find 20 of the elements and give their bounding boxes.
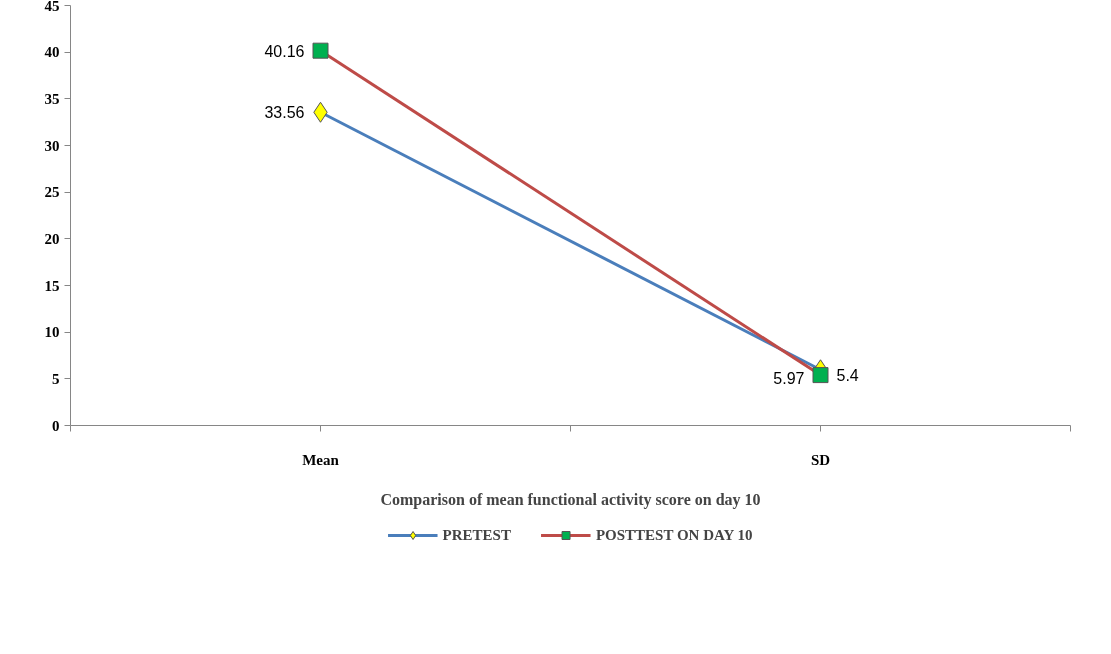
y-tick-label: 10 bbox=[44, 324, 60, 341]
y-tick-label: 5 bbox=[52, 370, 60, 387]
data-label: 5.4 bbox=[836, 367, 859, 385]
x-tick-label: Mean bbox=[302, 451, 340, 468]
data-label: 5.97 bbox=[773, 369, 805, 387]
x-tick-label: SD bbox=[810, 451, 831, 468]
y-tick-label: 20 bbox=[44, 230, 60, 247]
data-label: 40.16 bbox=[264, 42, 305, 60]
legend-label: PRETEST bbox=[442, 526, 511, 544]
x-axis-title: Comparison of mean functional activity score on day 10 bbox=[380, 490, 761, 509]
y-tick-label: 45 bbox=[44, 0, 60, 14]
point bbox=[312, 42, 329, 59]
y-tick-label: 0 bbox=[52, 417, 60, 434]
y-tick-label: 15 bbox=[44, 277, 60, 294]
y-tick-label: 40 bbox=[44, 44, 60, 61]
y-tick-label: 35 bbox=[44, 90, 60, 107]
y-tick-label: 25 bbox=[44, 184, 60, 201]
legend-label: POSTTEST ON DAY 10 bbox=[595, 526, 753, 544]
y-tick-label: 30 bbox=[44, 137, 60, 154]
data-label: 33.56 bbox=[264, 104, 305, 122]
